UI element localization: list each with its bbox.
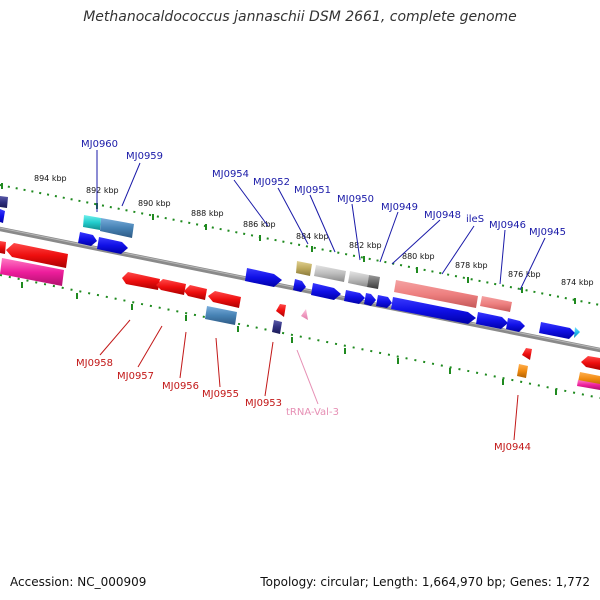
gene-feature[interactable] <box>0 196 8 208</box>
genome-summary-text: Topology: circular; Length: 1,664,970 bp… <box>260 575 590 589</box>
forward-gene-labels: MJ0960 MJ0959 MJ0954 MJ0952 MJ0951 MJ095… <box>81 139 566 238</box>
gene-label-mj0954[interactable]: MJ0954 <box>212 169 249 180</box>
gene-mj0944[interactable] <box>517 364 528 378</box>
inner-ruler-dots <box>0 274 600 399</box>
reverse-gene-labels: MJ0958 MJ0957 MJ0956 MJ0955 MJ0953 MJ094… <box>76 358 531 453</box>
ruler-label-886: 886 kbp <box>243 220 276 229</box>
gene-label-trna-val-3[interactable]: tRNA-Val-3 <box>286 407 339 418</box>
ruler-label-894: 894 kbp <box>34 174 67 183</box>
gene-label-mj0952[interactable]: MJ0952 <box>253 177 290 188</box>
ruler-label-882: 882 kbp <box>349 241 382 250</box>
gene-mj0950[interactable] <box>348 271 369 287</box>
gene-mj0957[interactable] <box>156 279 186 295</box>
gene-label-mj0950[interactable]: MJ0950 <box>337 194 374 205</box>
gene-label-mj0959[interactable]: MJ0959 <box>126 151 163 162</box>
map-title: Methanocaldococcus jannaschii DSM 2661, … <box>83 9 517 25</box>
gene-feature[interactable] <box>6 243 68 268</box>
gene-feature[interactable] <box>574 327 580 338</box>
ruler-label-878: 878 kbp <box>455 261 488 270</box>
gene-label-mj0948[interactable]: MJ0948 <box>424 210 461 221</box>
gene-feature[interactable] <box>577 380 600 390</box>
ruler-label-890: 890 kbp <box>138 199 171 208</box>
gene-label-mj0951[interactable]: MJ0951 <box>294 185 331 196</box>
gene-mj0948-iles[interactable] <box>394 280 478 308</box>
gene-feature[interactable] <box>506 318 525 332</box>
gene-feature[interactable] <box>364 293 376 306</box>
gene-feature[interactable] <box>391 297 476 324</box>
gene-feature[interactable] <box>581 356 600 370</box>
gene-trna-val-3[interactable] <box>301 309 308 320</box>
ruler-label-876: 876 kbp <box>508 270 541 279</box>
gene-mj0959[interactable] <box>100 218 134 238</box>
ruler-label-880: 880 kbp <box>402 252 435 261</box>
gene-label-mj0957[interactable]: MJ0957 <box>117 371 154 382</box>
gene-feature[interactable] <box>0 241 6 254</box>
gene-feature[interactable] <box>376 295 392 308</box>
gene-label-mj0958[interactable]: MJ0958 <box>76 358 113 369</box>
gene-label-mj0956[interactable]: MJ0956 <box>162 381 199 392</box>
gene-label-mj0945[interactable]: MJ0945 <box>529 227 566 238</box>
inner-ruler-ticks <box>21 282 557 395</box>
gene-label-mj0960[interactable]: MJ0960 <box>81 139 118 150</box>
gene-mj0956[interactable] <box>184 285 207 300</box>
ruler-label-884: 884 kbp <box>296 232 329 241</box>
gene-feature[interactable] <box>97 237 128 254</box>
gene-feature[interactable] <box>522 348 532 360</box>
gene-feature[interactable] <box>0 258 64 286</box>
ruler-labels: 894 kbp 892 kbp 890 kbp 888 kbp 886 kbp … <box>34 174 594 287</box>
forward-genes <box>0 196 580 339</box>
gene-mj0945[interactable] <box>476 312 508 329</box>
trna-leader-line <box>296 349 319 405</box>
gene-label-iles[interactable]: ileS <box>466 214 484 225</box>
gene-mj0960[interactable] <box>83 215 101 230</box>
gene-mj0954[interactable] <box>245 268 282 287</box>
gene-mj0949[interactable] <box>367 275 380 289</box>
reverse-genes <box>0 241 600 390</box>
gene-mj0951[interactable] <box>314 265 346 282</box>
gene-label-mj0944[interactable]: MJ0944 <box>494 442 531 453</box>
gene-label-mj0955[interactable]: MJ0955 <box>202 389 239 400</box>
gene-feature[interactable] <box>78 232 97 246</box>
forward-leader-lines <box>96 150 546 291</box>
gene-mj0946[interactable] <box>480 296 512 312</box>
gene-mj0958[interactable] <box>122 272 160 290</box>
gene-feature[interactable] <box>344 290 365 304</box>
gene-mj0955[interactable] <box>208 291 241 308</box>
ruler-label-888: 888 kbp <box>191 209 224 218</box>
reverse-leader-lines <box>99 319 519 441</box>
gene-mj0953[interactable] <box>272 320 282 334</box>
gene-feature[interactable] <box>539 322 575 339</box>
gene-feature[interactable] <box>293 279 306 292</box>
gene-feature[interactable] <box>205 306 237 325</box>
gene-label-mj0946[interactable]: MJ0946 <box>489 220 526 231</box>
accession-text: Accession: NC_000909 <box>10 575 147 589</box>
outer-ruler-dots <box>0 184 600 306</box>
ruler-label-874: 874 kbp <box>561 278 594 287</box>
gene-feature[interactable] <box>311 283 341 300</box>
gene-feature[interactable] <box>0 209 5 223</box>
gene-label-mj0953[interactable]: MJ0953 <box>245 398 282 409</box>
gene-mj0952[interactable] <box>296 261 312 276</box>
gene-label-mj0949[interactable]: MJ0949 <box>381 202 418 213</box>
ruler-label-892: 892 kbp <box>86 186 119 195</box>
gene-feature[interactable] <box>276 304 286 317</box>
